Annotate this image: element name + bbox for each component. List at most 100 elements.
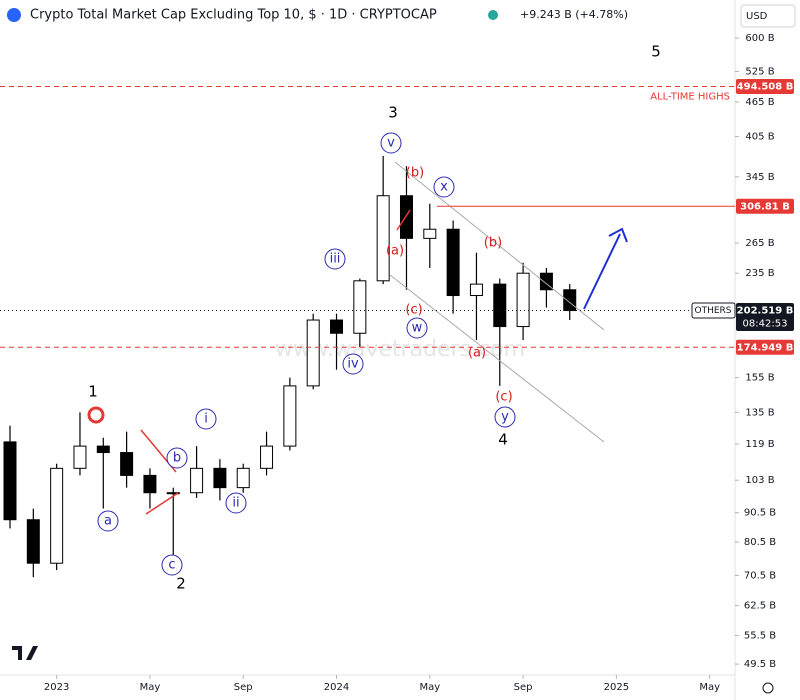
wave-circle: [166, 447, 188, 469]
wave-label: 3: [388, 104, 398, 122]
currency-box[interactable]: [740, 4, 796, 28]
x-tick-label: 2023: [44, 682, 69, 693]
candle-body: [376, 195, 390, 282]
currency[interactable]: USD: [746, 11, 768, 22]
y-tick-label: 90.5 B: [744, 508, 776, 519]
price-label: 202.519 B: [737, 306, 794, 317]
wave-label: 1: [88, 383, 98, 401]
wave-circle: [161, 554, 183, 576]
candle-body: [283, 385, 297, 447]
candle-body: [563, 289, 577, 312]
wave-label: a: [104, 514, 112, 529]
wave-circle: [97, 510, 119, 532]
y-tick-label: 405 B: [745, 132, 774, 143]
y-tick-label: 70.5 B: [744, 570, 776, 581]
y-tick-label: 235 B: [745, 268, 774, 279]
candle-body: [26, 519, 40, 564]
wave-circle: [342, 353, 364, 375]
price-label-box: [736, 303, 794, 332]
wave-label: x: [440, 180, 448, 195]
wave-label: (a): [468, 346, 486, 361]
trend-line: [145, 492, 179, 515]
candle-body: [399, 195, 413, 239]
wave-label: iv: [347, 357, 359, 372]
y-tick-label: 465 B: [745, 97, 774, 108]
y-tick-label: 600 B: [745, 33, 774, 44]
candle-body: [236, 467, 250, 489]
wave-label: b: [173, 451, 181, 466]
wave-circle: [433, 176, 455, 198]
wave-label: (b): [484, 236, 502, 251]
y-tick-label: 49.5 B: [744, 659, 776, 670]
wave-label: (a): [386, 244, 404, 259]
x-tick-label: May: [699, 682, 720, 693]
x-tick-label: May: [419, 682, 440, 693]
symbol-icon: [7, 8, 21, 22]
chart-title: Crypto Total Market Cap Excluding Top 10…: [30, 8, 437, 23]
y-tick-label: 525 B: [745, 66, 774, 77]
forecast-arrowhead: [608, 227, 628, 243]
channel-line: [394, 161, 605, 331]
x-tick-label: May: [140, 682, 161, 693]
change: +9.243 B (+4.78%): [520, 8, 628, 21]
wave-label: 4: [498, 431, 508, 449]
price-label-box: [736, 339, 794, 355]
candle-body: [96, 445, 110, 454]
candle-body: [166, 492, 180, 495]
wave-circle: [380, 132, 402, 154]
marker-ring: [87, 406, 105, 424]
x-tick-label: 2025: [604, 682, 629, 693]
series-name-box: [691, 302, 736, 319]
wave-label: (c): [405, 303, 422, 318]
wave-label: iii: [330, 252, 341, 267]
level-note: ALL-TIME HIGHS: [650, 91, 730, 102]
wave-circle: [324, 248, 346, 270]
candle-body: [493, 283, 507, 328]
plot: [3, 155, 577, 578]
price-label: 174.949 B: [737, 342, 794, 353]
wave-label: 2: [176, 575, 186, 593]
y-tick-label: 345 B: [745, 172, 774, 183]
y-tick-label: 62.5 B: [744, 601, 776, 612]
wave-circle: [195, 408, 217, 430]
wave-label: w: [412, 321, 423, 336]
candle-body: [213, 467, 227, 489]
y-tick-label: 55.5 B: [744, 630, 776, 641]
status-dot: [488, 10, 498, 20]
candle-body: [190, 467, 204, 494]
candle-body: [446, 228, 460, 297]
y-tick-label: 80.5 B: [744, 537, 776, 548]
wave-label: 5: [651, 43, 661, 61]
y-tick-label: 119 B: [745, 439, 774, 450]
x-tick-label: Sep: [514, 682, 533, 693]
price-label-box: [736, 78, 794, 94]
candle-body: [330, 319, 344, 334]
wave-label: ii: [232, 496, 239, 511]
candle-body: [260, 445, 274, 469]
wave-label: c: [168, 558, 175, 573]
price-label: 306.81 B: [740, 201, 790, 212]
wave-label: v: [387, 136, 395, 151]
y-tick-label: 155 B: [745, 373, 774, 384]
candle-body: [50, 467, 64, 564]
wave-label: y: [501, 410, 509, 425]
wave-label: (b): [406, 166, 424, 181]
wave-circle: [494, 406, 516, 428]
y-tick-label: 103 B: [745, 475, 774, 486]
candle-body: [469, 283, 483, 297]
settings-icon[interactable]: [762, 682, 774, 694]
candle-body: [306, 319, 320, 387]
x-tick-label: 2024: [324, 682, 349, 693]
wave-label: i: [204, 412, 208, 427]
countdown: 08:42:53: [743, 319, 788, 330]
wave-label: (c): [495, 390, 512, 405]
candle-body: [516, 272, 530, 328]
candle-body: [73, 445, 87, 469]
forecast-arrow: [583, 233, 621, 310]
price-label: 494.508 B: [737, 81, 794, 92]
logo: [12, 646, 38, 660]
candle-body: [3, 441, 17, 521]
wave-circle: [406, 317, 428, 339]
candle-body: [353, 280, 367, 334]
